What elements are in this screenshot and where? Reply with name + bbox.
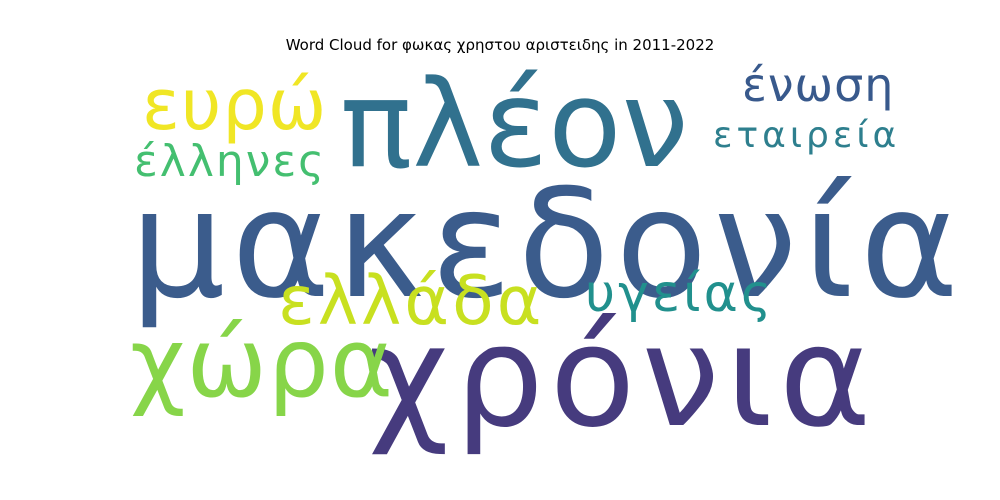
word-etaireia: εταιρεία (713, 115, 901, 156)
chart-title: Word Cloud for φωκας χρηστου αριστειδης … (285, 36, 715, 54)
word-ygeias: υγείας (585, 264, 775, 324)
word-chora: χώρα (130, 307, 395, 419)
word-cloud: μακεδονία χρόνια πλέον χώρα ελλάδα υγεία… (130, 56, 959, 459)
word-makedonia: μακεδονία (130, 158, 965, 332)
word-enosi: ένωση (742, 58, 895, 112)
word-ellada: ελλάδα (278, 262, 545, 341)
word-ellines: έλληνες (134, 136, 326, 187)
word-pleon: πλέον (340, 56, 689, 195)
word-evro: ευρώ (142, 64, 328, 146)
word-chronia: χρόνια (368, 296, 878, 459)
